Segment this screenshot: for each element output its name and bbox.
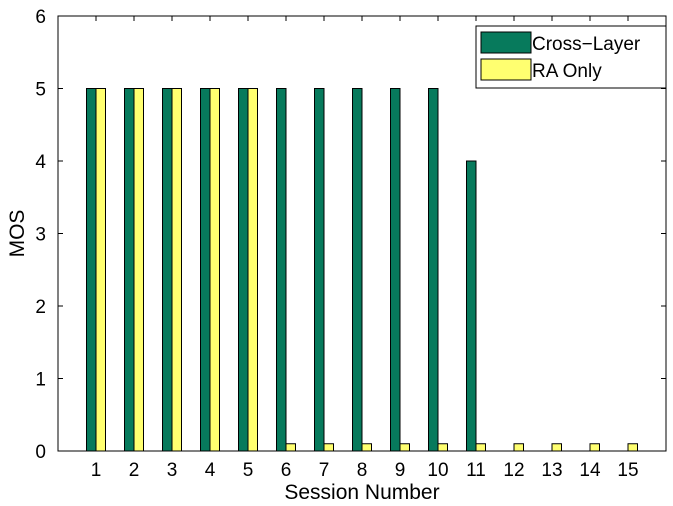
bar-cross-layer-8 [352, 88, 363, 452]
y-tick-label-3: 3 [35, 225, 46, 246]
bar-ra-only-13 [551, 443, 562, 452]
legend-label-ra-only: RA Only [532, 61, 602, 82]
x-tick-label-12: 12 [503, 460, 524, 481]
legend-swatch-cross-layer [480, 31, 532, 54]
bar-ra-only-12 [513, 443, 524, 452]
bar-cross-layer-5 [238, 88, 249, 452]
x-tick-label-11: 11 [466, 460, 486, 481]
bar-cross-layer-10 [428, 88, 439, 452]
bar-ra-only-4 [209, 88, 220, 452]
bar-cross-layer-1 [86, 88, 97, 452]
bar-ra-only-5 [247, 88, 258, 452]
legend-label-cross-layer: Cross−Layer [532, 34, 641, 55]
y-tick-label-2: 2 [35, 297, 46, 318]
y-tick-label-6: 6 [35, 7, 46, 28]
x-tick-label-5: 5 [243, 460, 254, 481]
bar-ra-only-14 [589, 443, 600, 452]
bar-cross-layer-3 [162, 88, 173, 452]
x-tick-label-2: 2 [129, 460, 140, 481]
x-tick-label-14: 14 [579, 460, 601, 481]
x-tick-label-6: 6 [281, 460, 292, 481]
y-tick-label-0: 0 [35, 442, 46, 463]
x-tick-label-10: 10 [427, 460, 448, 481]
bar-ra-only-9 [399, 443, 410, 452]
bar-cross-layer-9 [390, 88, 401, 452]
y-axis-title: MOS [6, 210, 29, 258]
bar-cross-layer-2 [124, 88, 135, 452]
bar-ra-only-11 [475, 443, 486, 452]
x-tick-label-9: 9 [395, 460, 406, 481]
bar-ra-only-2 [133, 88, 144, 452]
x-tick-label-3: 3 [167, 460, 178, 481]
x-tick-label-13: 13 [541, 460, 562, 481]
bar-cross-layer-7 [314, 88, 325, 452]
bar-cross-layer-4 [200, 88, 211, 452]
x-tick-label-15: 15 [617, 460, 638, 481]
x-tick-label-7: 7 [319, 460, 330, 481]
x-tick-label-4: 4 [205, 460, 216, 481]
bar-cross-layer-11 [466, 160, 477, 452]
bar-ra-only-10 [437, 443, 448, 452]
bar-ra-only-8 [361, 443, 372, 452]
x-axis-title: Session Number [284, 481, 439, 504]
bar-ra-only-15 [627, 443, 638, 452]
bar-ra-only-1 [95, 88, 106, 452]
y-tick-label-5: 5 [35, 80, 46, 101]
y-tick-label-4: 4 [35, 152, 46, 173]
bar-ra-only-6 [285, 443, 296, 452]
x-tick-label-1: 1 [91, 460, 102, 481]
bar-cross-layer-6 [276, 88, 287, 452]
legend-swatch-ra-only [480, 58, 532, 81]
y-tick-label-1: 1 [35, 370, 46, 391]
x-tick-label-8: 8 [357, 460, 368, 481]
legend: Cross−Layer RA Only [475, 25, 667, 89]
bar-ra-only-7 [323, 443, 334, 452]
bar-ra-only-3 [171, 88, 182, 452]
